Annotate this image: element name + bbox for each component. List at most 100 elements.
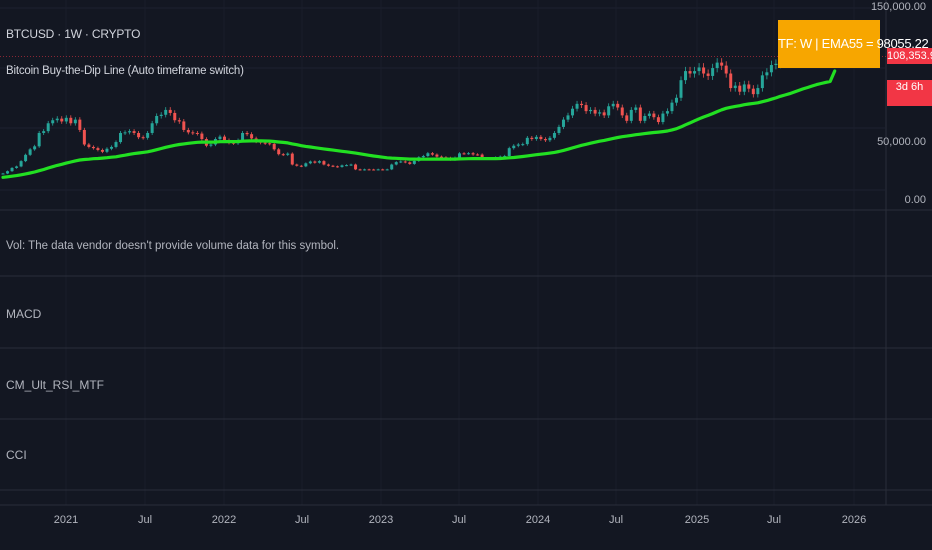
candle-body <box>711 68 715 76</box>
candle-body <box>702 67 706 74</box>
time-axis-label-2023: 2023 <box>368 514 394 526</box>
candle-body <box>629 109 633 121</box>
candle-body <box>530 137 534 140</box>
candle-body <box>769 65 773 73</box>
candle-body <box>326 164 330 166</box>
candle-body <box>503 156 507 158</box>
candle-body <box>141 137 145 139</box>
candle-body <box>159 114 163 116</box>
time-axis-label-2025: 2025 <box>684 514 710 526</box>
symbol-title[interactable]: BTCUSD · 1W · CRYPTO <box>6 27 141 41</box>
candle-body <box>643 115 647 121</box>
current-price-badge: 108,353.99 <box>887 48 932 64</box>
candle-body <box>566 115 570 120</box>
time-axis-label-jul-2025: Jul <box>766 514 782 526</box>
candle-body <box>670 102 674 112</box>
bar-countdown-badge: 3d 6h <box>887 80 932 106</box>
candle-body <box>335 166 339 168</box>
candle-body <box>430 153 434 155</box>
candle-body <box>593 109 597 114</box>
candle-body <box>665 111 669 114</box>
candle-body <box>399 161 403 163</box>
candle-body <box>46 123 50 132</box>
rsi-pane-title[interactable]: CM_Ult_RSI_MTF <box>6 378 105 392</box>
candle-body <box>543 139 547 141</box>
candle-body <box>168 109 172 113</box>
time-axis-label-jul-2024: Jul <box>608 514 624 526</box>
candle-body <box>512 145 516 149</box>
candle-body <box>575 103 579 109</box>
candle-body <box>684 71 688 81</box>
candle-body <box>218 136 222 140</box>
candle-body <box>24 154 28 162</box>
candle-body <box>390 164 394 170</box>
candle-body <box>195 132 199 134</box>
candle-body <box>724 65 728 74</box>
candle-body <box>598 112 602 114</box>
price-axis-label-50k: 50,000.00 <box>877 136 926 148</box>
candle-body <box>688 71 692 74</box>
candle-body <box>589 109 593 112</box>
candle-body <box>426 153 430 157</box>
candle-body <box>462 153 466 155</box>
candle-body <box>363 169 367 171</box>
candle-body <box>534 136 538 140</box>
candle-body <box>105 148 109 152</box>
ema55-label: TF: W | EMA55 = 98055.22 <box>778 20 929 68</box>
candle-body <box>620 107 624 116</box>
candle-body <box>177 120 181 122</box>
time-axis-label-2022: 2022 <box>211 514 237 526</box>
candle-body <box>87 144 91 147</box>
candle-body <box>652 113 656 118</box>
time-axis-label-jul-2023: Jul <box>451 514 467 526</box>
candle-body <box>435 154 439 157</box>
candle-body <box>304 163 308 167</box>
candle-body <box>706 73 710 76</box>
cci-pane-title[interactable]: CCI <box>6 448 27 462</box>
candle-body <box>272 143 276 150</box>
candle-body <box>295 164 299 166</box>
candle-body <box>128 131 132 133</box>
indicator-title[interactable]: Bitcoin Buy-the-Dip Line (Auto timeframe… <box>6 65 244 77</box>
candle-body <box>480 154 484 159</box>
candle-body <box>625 115 629 121</box>
candle-body <box>679 80 683 98</box>
candle-body <box>10 167 14 172</box>
candle-body <box>73 119 77 124</box>
candle-body <box>638 107 642 121</box>
candle-body <box>317 161 321 163</box>
candle-body <box>584 105 588 112</box>
candle-body <box>290 153 294 165</box>
candle-body <box>693 71 697 74</box>
candle-body <box>408 162 412 164</box>
candle-body <box>358 169 362 171</box>
candle-body <box>372 169 376 171</box>
candle-body <box>19 161 23 167</box>
candle-body <box>525 137 529 145</box>
candle-body <box>277 149 281 155</box>
candle-body <box>607 106 611 116</box>
macd-pane-title[interactable]: MACD <box>6 307 42 321</box>
candle-body <box>354 164 358 170</box>
candle-body <box>467 153 471 155</box>
candle-body <box>381 169 385 171</box>
candle-body <box>209 144 213 146</box>
candle-body <box>250 134 254 139</box>
candle-body <box>367 169 371 171</box>
candle-body <box>507 148 511 157</box>
volume-pane-message[interactable]: Vol: The data vendor doesn't provide vol… <box>6 240 340 252</box>
candle-body <box>119 132 123 143</box>
candle-body <box>765 72 769 76</box>
candle-body <box>345 165 349 167</box>
candle-body <box>100 149 104 152</box>
candle-body <box>349 164 353 166</box>
candle-body <box>200 133 204 140</box>
candle-body <box>28 149 32 155</box>
countdown-text: 3d 6h <box>895 81 924 93</box>
candle-body <box>263 142 267 144</box>
candle-body <box>60 118 64 122</box>
time-axis-label-2026: 2026 <box>841 514 867 526</box>
time-axis-label-jul-2021: Jul <box>137 514 153 526</box>
candle-body <box>64 117 68 122</box>
